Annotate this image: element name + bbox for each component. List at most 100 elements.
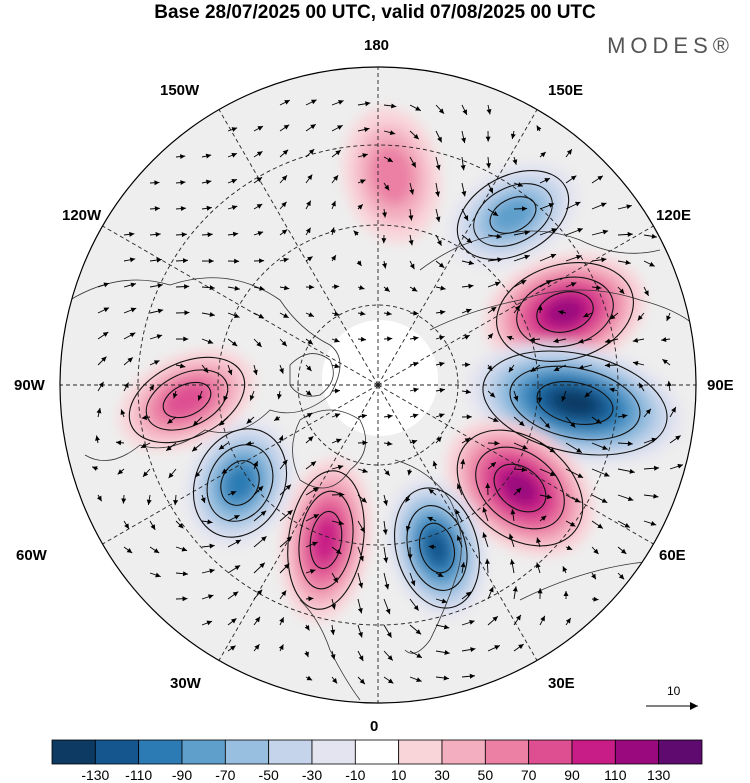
wind-arrow-head (306, 390, 312, 396)
wind-arrow-head (565, 618, 571, 624)
wind-arrow-head (629, 468, 635, 474)
wind-arrow-head (469, 673, 475, 679)
wind-arrow-head (258, 313, 265, 319)
anomaly-contour-high-greenland-atlantic (313, 516, 339, 564)
wind-arrow-head (437, 136, 442, 143)
wind-arrow-head (413, 387, 419, 393)
wind-arrow-head (411, 161, 416, 168)
wind-arrow-head (444, 650, 450, 655)
wind-arrow-head (407, 469, 413, 476)
streamline-low-okhotsk (473, 183, 553, 247)
wind-arrow-head (387, 678, 394, 684)
wind-vectors (91, 99, 684, 685)
wind-arrow-head (487, 333, 493, 339)
wind-arrow-head (544, 422, 550, 429)
wind-arrow-head (521, 467, 527, 473)
wind-arrow-head (157, 283, 163, 289)
wind-arrow-head (360, 179, 366, 185)
streamline-low-okhotsk (489, 196, 537, 234)
wind-arrow-head (387, 157, 393, 162)
wind-arrow-head (234, 285, 240, 291)
wind-arrow-head (218, 444, 225, 450)
wind-arrow-head (334, 413, 341, 418)
wind-arrow-head (497, 257, 503, 263)
wind-arrow-head (416, 653, 422, 658)
wind-arrow-head (566, 545, 573, 550)
wind-arrow-head (548, 203, 555, 208)
wind-arrow-head (439, 361, 445, 367)
wind-arrow-head (102, 331, 109, 337)
wind-arrow-head (465, 591, 472, 597)
colorbar-tick-label: -10 (345, 767, 366, 783)
wind-arrow-head (142, 471, 149, 477)
colorbar-swatch (224, 739, 270, 765)
wind-arrow-head (482, 507, 488, 513)
wind-arrow-head (463, 215, 469, 221)
wind-arrow-head (274, 415, 280, 421)
wind-arrow-head (359, 285, 365, 290)
wind-arrow-head (387, 655, 393, 661)
meridian-line (377, 384, 654, 545)
wind-arrow-head (494, 440, 500, 446)
meridian-line (218, 109, 379, 386)
wind-arrow-head (184, 310, 190, 316)
wind-arrow-head (207, 339, 214, 344)
colorbar-tick-label: 70 (520, 767, 537, 783)
colorbar-swatch (94, 739, 140, 765)
wind-arrow-head (361, 497, 367, 503)
wind-arrow-head (536, 125, 542, 132)
wind-arrow-head (338, 520, 344, 526)
wind-arrow-head (261, 536, 267, 542)
wind-arrow-head (593, 548, 599, 555)
wind-arrow-head (624, 522, 630, 528)
polar-cap (322, 320, 438, 436)
wind-arrow-head (331, 604, 336, 610)
wind-arrow-head (577, 228, 583, 233)
wind-arrow-head (256, 151, 263, 157)
wind-arrow-head (230, 645, 236, 651)
wind-arrow-head (200, 497, 206, 503)
reference-vector-head (690, 702, 698, 710)
wind-arrow-head (485, 136, 491, 142)
wind-arrow-head (650, 521, 657, 526)
wind-arrow-head (563, 590, 569, 597)
anomaly-contour-high-bering (370, 145, 414, 205)
wind-arrow-head (558, 309, 564, 315)
wind-arrow-head (470, 647, 476, 652)
streamline-high-east-siberia (496, 262, 634, 362)
wind-arrow-head (486, 109, 492, 115)
wind-arrow-head (184, 284, 190, 290)
wind-arrow-head (256, 177, 263, 183)
wind-arrow-head (583, 312, 589, 318)
wind-arrow-head (620, 548, 627, 554)
wind-arrow-head (384, 286, 390, 292)
wind-arrow-head (576, 254, 582, 260)
wind-arrow-head (193, 420, 199, 426)
lon-label-60e: 60E (659, 547, 686, 564)
wind-arrow-head (283, 124, 290, 130)
wind-arrow-head (384, 184, 390, 191)
reference-vector-label: 10 (667, 684, 681, 698)
wind-arrow-head (205, 153, 212, 159)
wind-arrow-head (256, 589, 263, 596)
wind-arrow-head (276, 393, 282, 400)
wind-arrow-head (283, 257, 289, 263)
streamline-low-labrador (192, 428, 288, 538)
wind-arrow-head (456, 483, 462, 490)
wind-arrow-head (492, 211, 499, 216)
wind-arrow-head (519, 420, 525, 426)
meridian-line (377, 109, 538, 386)
colorbar-tick-label: -90 (171, 767, 193, 783)
wind-arrow-head (653, 493, 659, 499)
wind-arrow-head (284, 100, 290, 105)
wind-arrow-head (308, 312, 314, 317)
wind-arrow-head (553, 366, 560, 371)
wind-arrow-head (638, 382, 644, 389)
map-title: Base 28/07/2025 00 UTC, valid 07/08/2025… (154, 2, 596, 23)
wind-arrow-head (98, 381, 104, 388)
colorbar-swatch (398, 739, 443, 765)
wind-arrow-head (153, 548, 160, 554)
wind-arrow-head (578, 338, 584, 344)
wind-arrow-head (460, 562, 466, 568)
wind-arrow-head (120, 409, 126, 415)
